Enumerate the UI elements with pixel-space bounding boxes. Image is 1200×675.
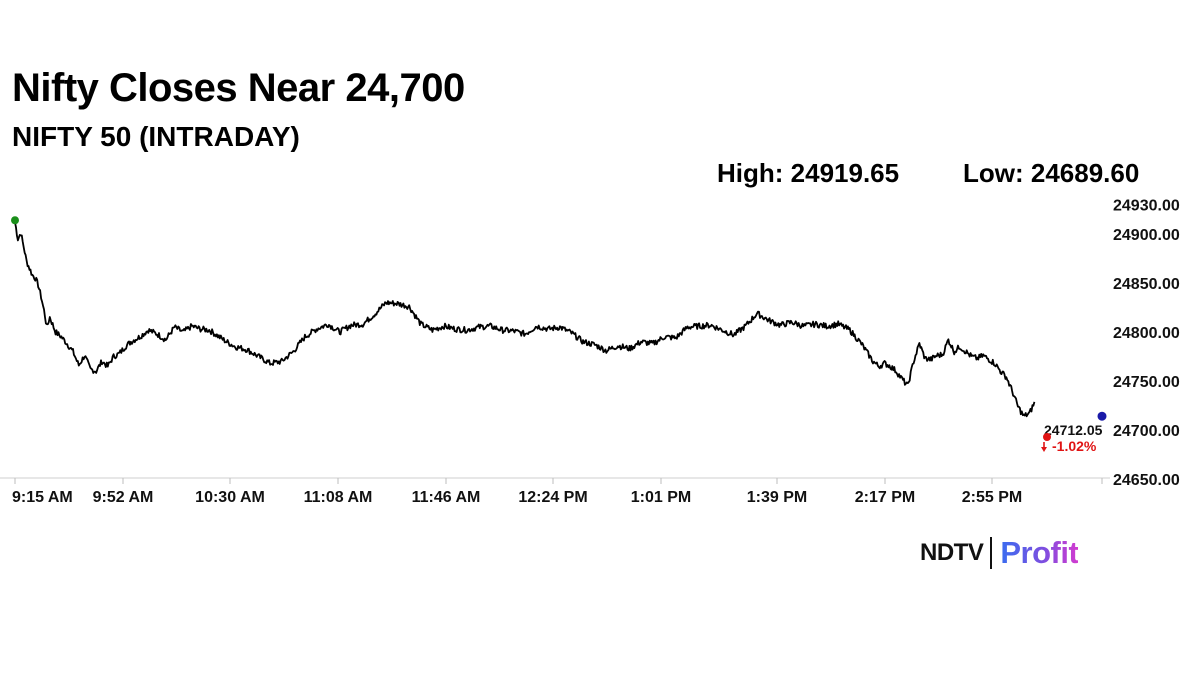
change-dot: [1043, 433, 1051, 441]
y-tick-label: 24650.00: [1113, 472, 1180, 489]
y-tick-label: 24850.00: [1113, 276, 1180, 293]
x-tick-label: 1:01 PM: [631, 489, 691, 506]
day-high-label: High: 24919.65: [717, 158, 900, 188]
brand-profit: Profit: [1000, 535, 1079, 570]
y-tick-label: 24750.00: [1113, 374, 1180, 391]
y-tick-label: 24900.00: [1113, 227, 1180, 244]
x-tick-label: 12:24 PM: [518, 489, 587, 506]
x-tick-label: 10:30 AM: [195, 489, 265, 506]
x-tick-label: 2:17 PM: [855, 489, 915, 506]
x-tick-label: 1:39 PM: [747, 489, 807, 506]
brand-divider: [990, 537, 993, 569]
y-tick-label: 24700.00: [1113, 423, 1180, 440]
price-line: [14, 222, 1036, 418]
close-price-marker: [1097, 411, 1107, 421]
ndtv-profit-logo: NDTV Profit: [920, 533, 1079, 573]
last-price-label: 24712.05: [1044, 422, 1103, 438]
down-arrow-head-icon: [1041, 447, 1047, 452]
day-low-label: Low: 24689.60: [963, 158, 1140, 188]
chart-title: Nifty Closes Near 24,700: [12, 66, 465, 110]
change-percent-label: -1.02%: [1052, 438, 1097, 454]
y-tick-label: 24930.00: [1113, 198, 1180, 215]
chart-subtitle: NIFTY 50 (INTRADAY): [12, 121, 300, 152]
brand-ndtv: NDTV: [920, 539, 984, 566]
x-tick-label: 11:46 AM: [412, 489, 481, 506]
x-tick-label: 9:15 AM: [12, 489, 73, 506]
y-tick-label: 24800.00: [1113, 325, 1180, 342]
x-tick-label: 9:52 AM: [93, 489, 154, 506]
open-price-marker: [11, 216, 19, 225]
x-tick-label: 2:55 PM: [962, 489, 1022, 506]
x-tick-label: 11:08 AM: [304, 489, 373, 506]
